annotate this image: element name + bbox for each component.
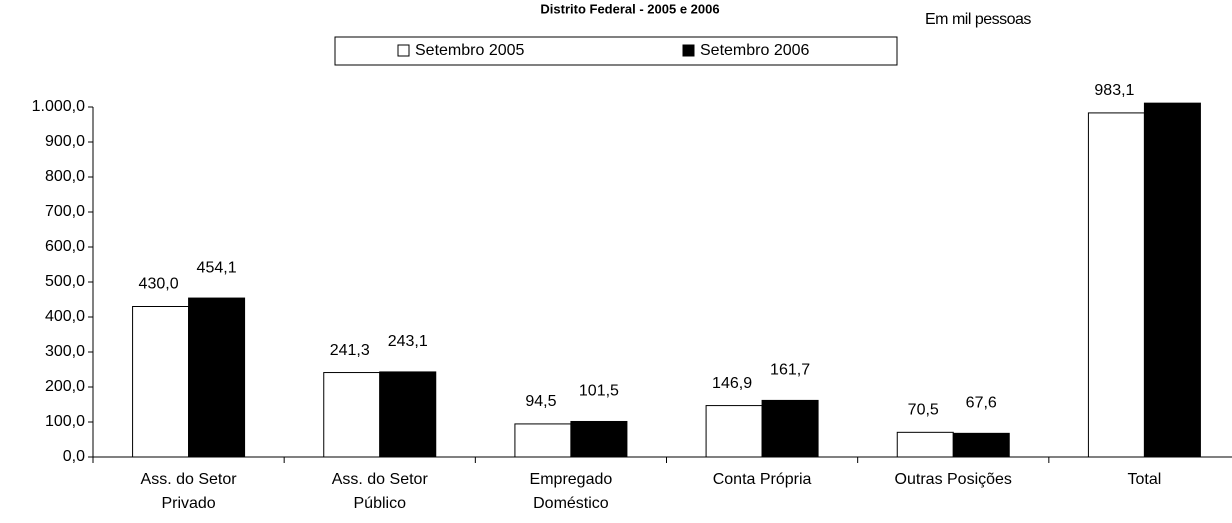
value-label: 983,1 (1094, 82, 1134, 99)
x-tick-label: Ass. do Setor Privado (140, 471, 237, 512)
bar (132, 306, 190, 458)
value-label: 243,1 (388, 333, 428, 350)
legend-box (334, 36, 898, 66)
bar (514, 423, 572, 458)
bar (570, 420, 628, 458)
bar (323, 372, 381, 458)
bar (1143, 102, 1201, 458)
x-tick-label: Outras Posições (894, 471, 1012, 488)
y-tick-label: 100,0 (45, 413, 85, 430)
bar (1087, 112, 1145, 458)
value-label: 67,6 (966, 395, 997, 412)
bar (952, 432, 1010, 458)
bar (705, 405, 763, 458)
x-tick-label: Total (1127, 471, 1162, 488)
legend-label: Setembro 2005 (415, 42, 525, 59)
bar (761, 399, 819, 458)
x-tick-label: Ass. do Setor Público (331, 471, 428, 512)
y-tick-label: 500,0 (45, 273, 85, 290)
y-tick-label: 0,0 (63, 448, 85, 465)
value-label: 146,9 (712, 375, 752, 392)
y-tick-label: 1.000,0 (32, 98, 85, 115)
legend-swatch (397, 44, 410, 57)
bar (896, 431, 954, 458)
value-label: 70,5 (908, 402, 939, 419)
y-tick-label: 800,0 (45, 168, 85, 185)
y-tick-label: 900,0 (45, 133, 85, 150)
subtitle: Em mil pessoas (925, 11, 1031, 28)
x-tick-label: Empregado Doméstico (529, 471, 613, 512)
y-tick-label: 700,0 (45, 203, 85, 220)
legend-swatch (682, 44, 695, 57)
y-tick-label: 600,0 (45, 238, 85, 255)
value-label: 454,1 (197, 259, 237, 276)
bar (379, 371, 437, 458)
legend-label: Setembro 2006 (700, 42, 810, 59)
bar (188, 297, 246, 458)
x-tick-label: Conta Própria (712, 471, 812, 488)
value-label: 161,7 (770, 362, 810, 379)
value-label: 101,5 (579, 383, 619, 400)
y-tick-label: 400,0 (45, 308, 85, 325)
value-label: 241,3 (330, 342, 370, 359)
value-label: 94,5 (525, 393, 556, 410)
y-tick-label: 300,0 (45, 343, 85, 360)
y-tick-label: 200,0 (45, 378, 85, 395)
value-label: 430,0 (139, 276, 179, 293)
chart-title: Distrito Federal - 2005 e 2006 (540, 1, 719, 16)
